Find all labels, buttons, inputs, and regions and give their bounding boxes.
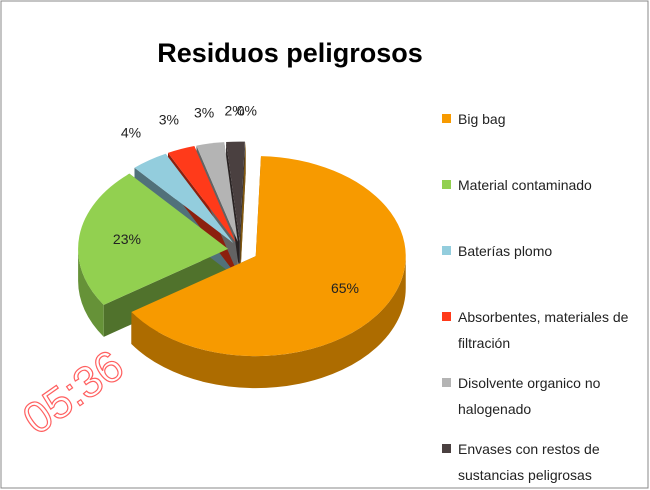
legend-item: Material contaminado — [440, 172, 630, 238]
slice-side — [240, 141, 246, 274]
slice-rim — [78, 248, 104, 337]
data-label: 23% — [113, 231, 141, 247]
slice-rim — [131, 256, 406, 389]
legend-item: Baterías plomo — [440, 238, 630, 304]
chart-title: Residuos peligrosos — [157, 38, 423, 68]
legend-swatch — [442, 444, 451, 453]
legend-swatch — [442, 246, 451, 255]
legend-label: Absorbentes, materiales de filtración — [458, 309, 629, 351]
data-label: 0% — [237, 102, 257, 118]
slice — [134, 153, 234, 244]
pie: 65% 23% 4% 3% 3% 2%0% — [78, 102, 406, 389]
legend-swatch — [442, 180, 451, 189]
legend: Big bag Material contaminado Baterías plom… — [440, 106, 630, 490]
legend-label: Disolvente organico no halogenado — [458, 375, 601, 417]
legend-label: Baterías plomo — [458, 243, 553, 259]
legend-label: Envases con restos de sustancias peligro… — [458, 441, 600, 483]
data-label: 65% — [331, 280, 359, 296]
watermark: 05:36 — [14, 341, 132, 444]
slice — [167, 146, 236, 243]
legend-item: Envases con restos de sustancias peligro… — [440, 436, 630, 490]
legend-item: Big bag — [440, 106, 630, 172]
pie-tops: 65% 23% 4% 3% 3% 2%0% — [78, 102, 406, 357]
legend-label: Big bag — [458, 111, 506, 127]
legend-swatch — [442, 312, 451, 321]
legend-swatch — [442, 114, 451, 123]
data-label: 3% — [194, 105, 214, 121]
slice — [78, 173, 229, 305]
data-label: 3% — [159, 111, 179, 127]
slice — [226, 141, 245, 242]
legend-swatch — [442, 378, 451, 387]
legend-label: Material contaminado — [458, 177, 592, 193]
pie-rims — [78, 248, 406, 389]
data-label: 2% — [224, 102, 244, 118]
legend-item: Absorbentes, materiales de filtración — [440, 304, 630, 370]
legend-item: Disolvente organico no halogenado — [440, 370, 630, 436]
slice — [196, 142, 238, 242]
data-label: 4% — [121, 125, 141, 141]
slice — [131, 156, 406, 357]
